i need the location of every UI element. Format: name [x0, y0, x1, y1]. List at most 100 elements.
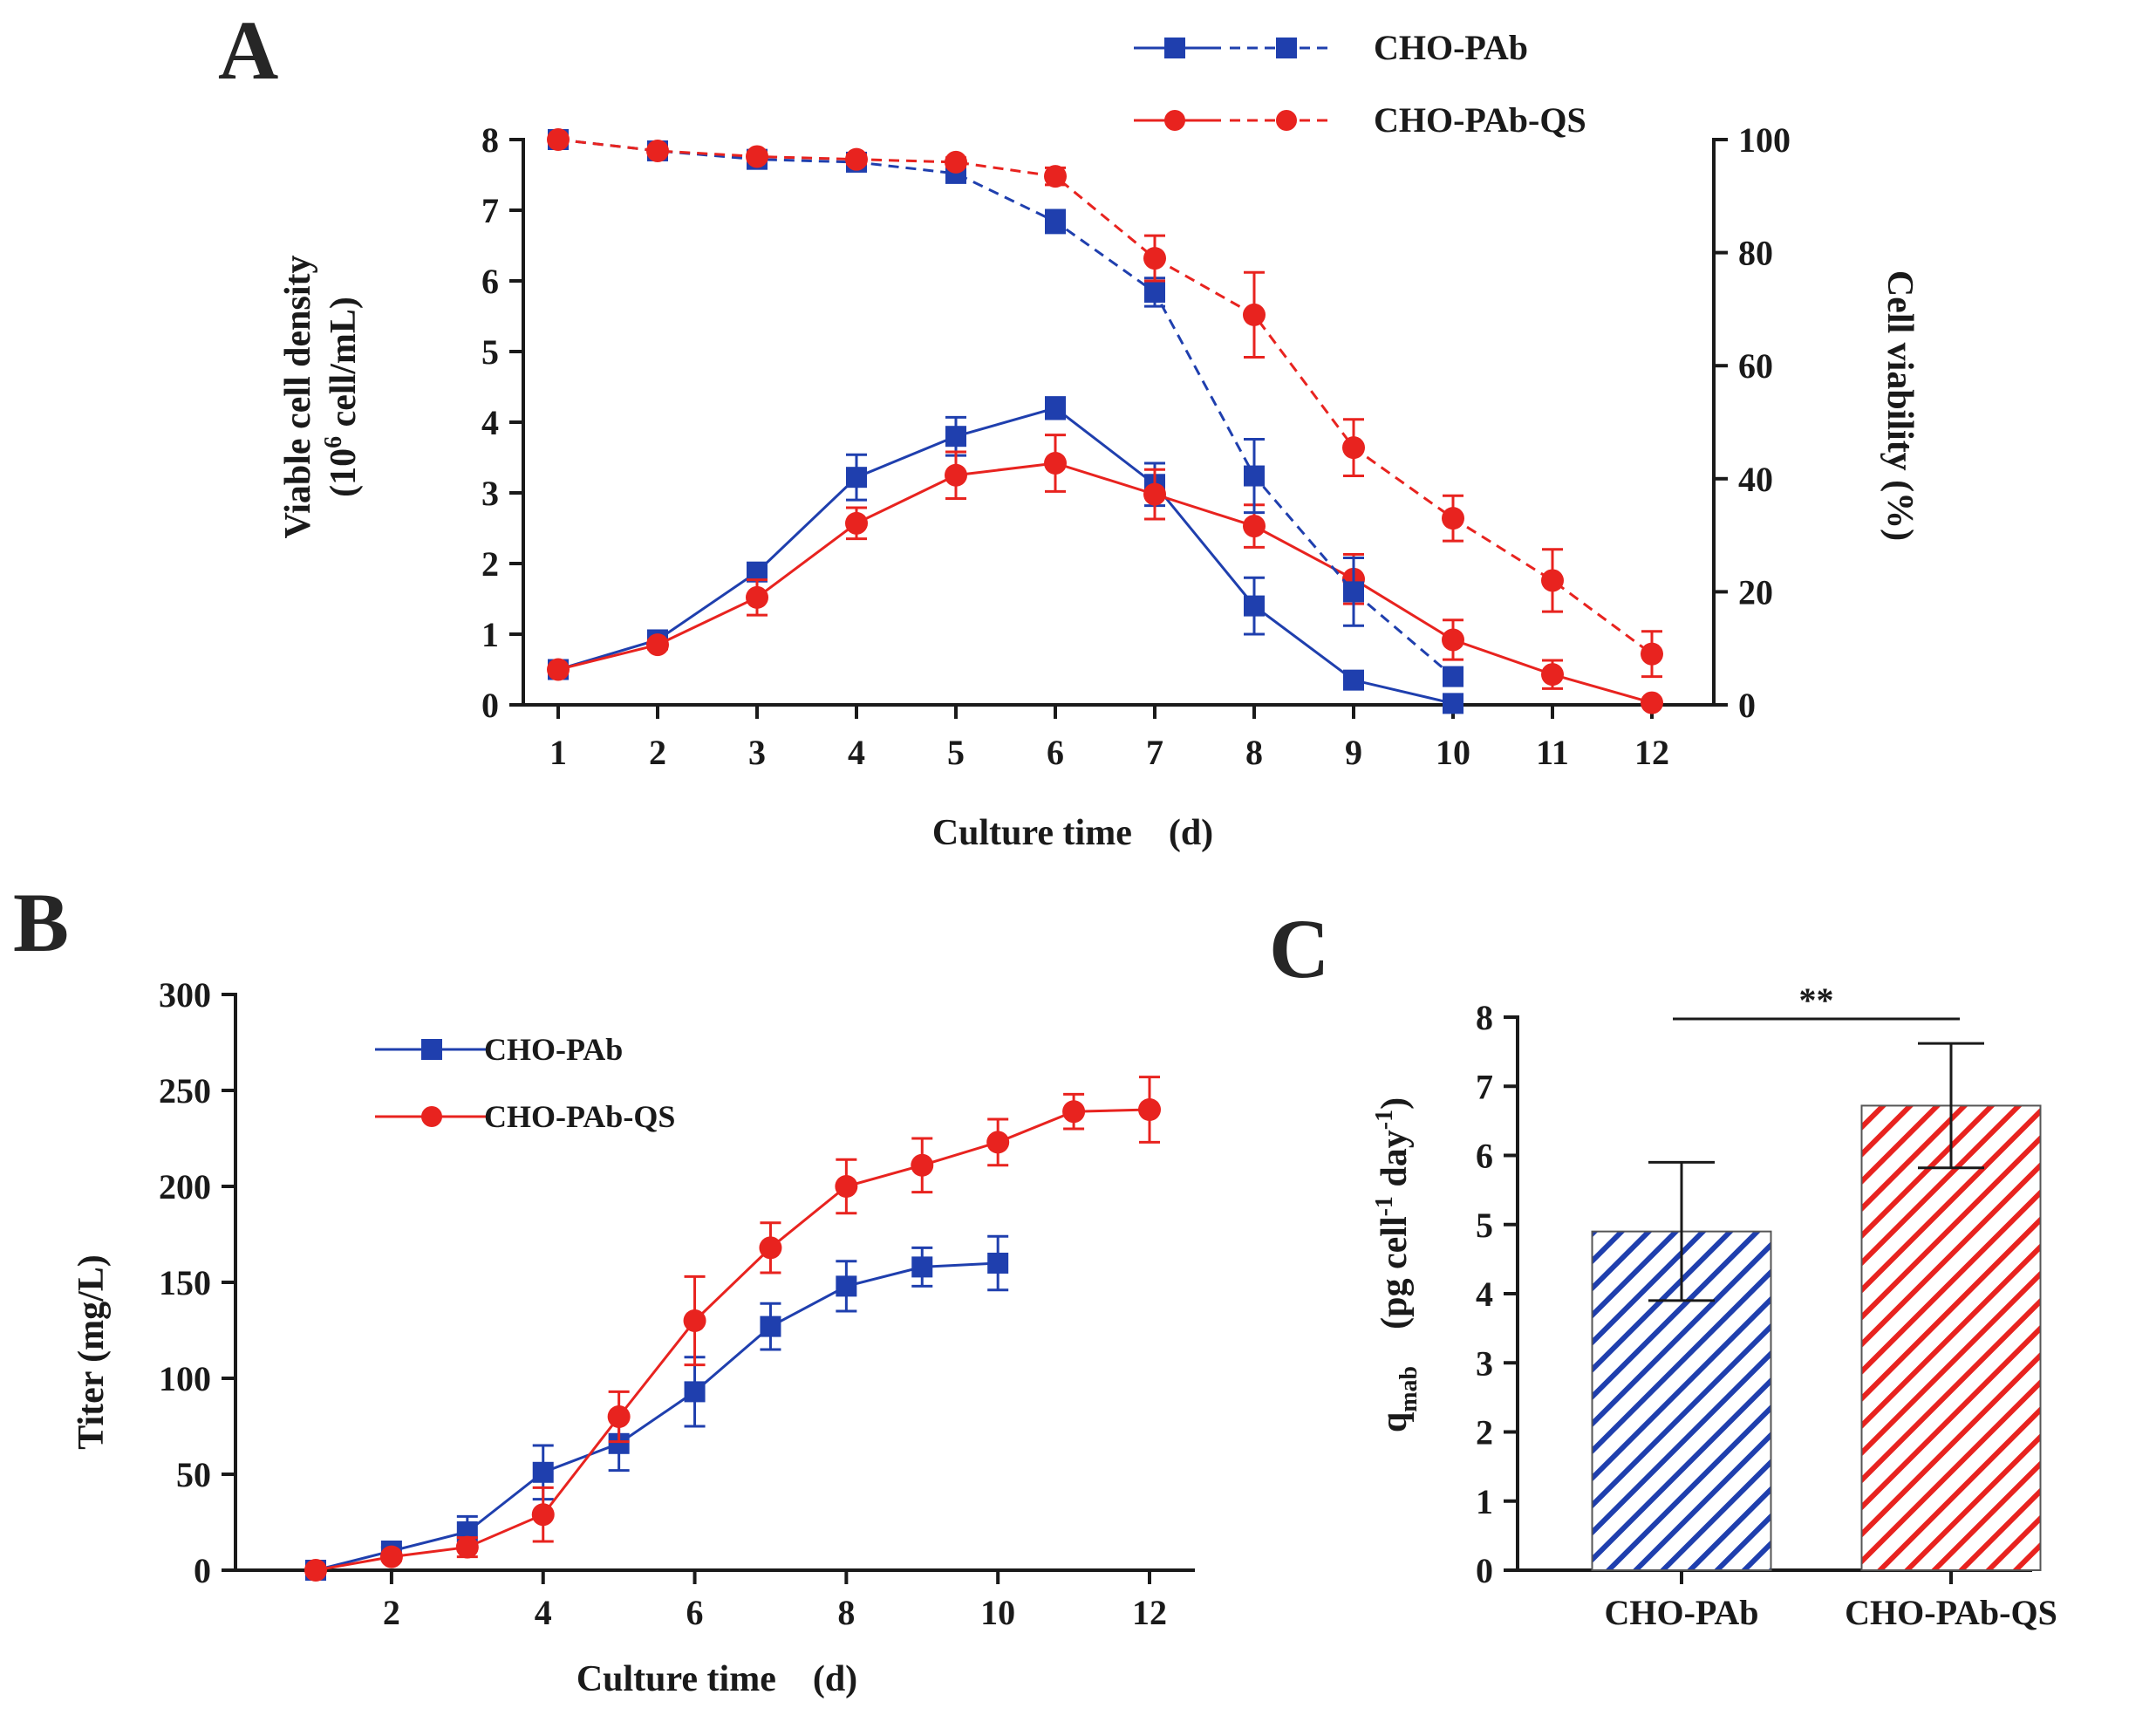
panel-a-data-point — [1442, 628, 1464, 652]
panel-b-data-point — [683, 1309, 706, 1332]
panel-c-bar-group-0 — [1591, 1160, 1772, 1572]
panel-b-xtick-label: 4 — [535, 1593, 552, 1632]
panel-b-series-0 — [305, 1234, 1009, 1581]
panel-a-ytick-right-label: 40 — [1738, 460, 1773, 499]
legend-b-label-cho-pab-qs: CHO-PAb-QS — [484, 1099, 675, 1134]
panel-a-data-point — [846, 467, 867, 489]
panel-a-ylabel-right: Cell viability (%) — [1880, 270, 1920, 541]
panel-b-data-point — [531, 1503, 555, 1527]
panel-a-data-point — [1045, 397, 1066, 419]
panel-c-error-bar — [1918, 1042, 1984, 1170]
panel-b-ytick-label: 150 — [159, 1263, 211, 1302]
panel-a-data-point — [945, 463, 967, 487]
legend-a-label-cho-pab-qs: CHO-PAb-QS — [1374, 100, 1586, 140]
panel-a-xtick-label: 3 — [748, 733, 766, 772]
panel-a-ytick-left-label: 4 — [481, 403, 499, 442]
panel-b-data-point — [986, 1131, 1010, 1154]
panel-a-xtick-label: 6 — [1047, 733, 1064, 772]
panel-a-ytick-left-label: 7 — [481, 191, 499, 230]
panel-a-data-point — [1044, 165, 1067, 188]
panel-a-data-point — [1243, 303, 1266, 326]
panel-a-data-point — [746, 585, 768, 609]
panel-a-data-point — [1244, 595, 1265, 617]
panel-a-data-point — [945, 150, 967, 174]
panel-b-ytick-label: 50 — [176, 1455, 211, 1494]
panel-a-xtick-label: 4 — [848, 733, 865, 772]
panel-b-series — [304, 1076, 1161, 1582]
panel-a-series-0 — [548, 396, 1463, 714]
legend-b: CHO-PAb CHO-PAb-QS — [375, 1032, 675, 1134]
panel-a-data-point — [1443, 693, 1463, 714]
panel-b: B CHO-PAb CHO-PAb-QS 0 50 100 150 200 250 300 2… — [13, 876, 1195, 1699]
panel-b-xtick-label: 10 — [980, 1593, 1015, 1632]
panel-a-data-point — [1044, 451, 1067, 475]
legend-a-red-circle-marker — [1164, 110, 1185, 131]
panel-a-series-2 — [548, 129, 1463, 687]
ylabel-c-unit-sup2: -1 — [1371, 1110, 1398, 1130]
legend-a-label-cho-pab: CHO-PAb — [1374, 28, 1528, 67]
panel-b-data-point — [1062, 1100, 1086, 1124]
ylabel-c-sub: mab — [1395, 1366, 1423, 1412]
panel-b-ytick-label: 300 — [159, 975, 211, 1015]
panel-a-data-point — [547, 128, 570, 151]
panel-b-data-point — [1138, 1098, 1161, 1121]
panel-a-data-point — [1442, 507, 1464, 530]
panel-a-ytick-left-label: 5 — [481, 332, 499, 372]
panel-b-ytick-label: 100 — [159, 1359, 211, 1398]
panel-c-ytick-label: 3 — [1476, 1343, 1493, 1383]
panel-b-data-point — [760, 1315, 781, 1337]
panel-b-data-point — [684, 1381, 706, 1403]
panel-a-xtick-label: 5 — [947, 733, 965, 772]
legend-a-red-circle-marker-dashed — [1276, 110, 1297, 131]
ylabel-c-unit-a: (pg cell — [1375, 1216, 1415, 1365]
panel-a-series-line — [557, 138, 1454, 678]
panel-b-data-point — [455, 1535, 479, 1559]
panel-c-ytick-label: 4 — [1476, 1274, 1493, 1314]
panel-b-ytick-label: 250 — [159, 1071, 211, 1110]
panel-a-ylabel-left: Viable cell density (106 cell/mL) — [278, 255, 364, 538]
panel-a-ytick-left-label: 8 — [481, 120, 499, 160]
panel-c-ytick-label: 6 — [1476, 1137, 1493, 1176]
legend-b-red-circle-marker — [421, 1106, 442, 1127]
panel-a-ytick-right-label: 100 — [1738, 120, 1791, 160]
panel-b-xtick-label: 8 — [837, 1593, 855, 1632]
panel-a-data-point — [1443, 666, 1463, 687]
panel-a-xlabel: Culture time (d) — [932, 813, 1213, 853]
panel-a-data-point — [1641, 642, 1663, 666]
panel-c-bar — [1860, 1104, 2042, 1571]
panel-c-xtick-label: CHO-PAb — [1604, 1593, 1758, 1632]
panel-b-data-point — [532, 1461, 554, 1483]
panel-a-data-point — [646, 139, 669, 162]
panel-a-data-point — [1144, 281, 1165, 303]
panel-a-data-point — [1641, 691, 1663, 714]
ylabel-c-unit-sup1: -1 — [1371, 1196, 1398, 1216]
panel-b-xtick-label: 6 — [686, 1593, 704, 1632]
panel-b-ytick-label: 200 — [159, 1167, 211, 1206]
panel-c-bars: ** — [1591, 981, 2042, 1572]
panel-a-ytick-right-label: 20 — [1738, 572, 1773, 612]
panel-b-series-line — [315, 1261, 999, 1572]
panel-b-ylabel-text: Titer (mg/L) — [72, 1254, 112, 1450]
panel-a-series-line — [557, 461, 1653, 705]
panel-a-xtick-label: 1 — [549, 733, 567, 772]
panel-c-ytick-label: 0 — [1476, 1551, 1493, 1590]
panel-a-ytick-right-label: 60 — [1738, 346, 1773, 386]
ylabel-left-line2-rest: cell/mL) — [324, 297, 364, 436]
panel-b-ylabel: Titer (mg/L) — [72, 1254, 112, 1450]
panel-b-data-point — [304, 1559, 327, 1582]
panel-b-axes: 0 50 100 150 200 250 300 2 4 6 8 10 12 — [159, 975, 1195, 1632]
panel-a-ytick-right-label: 80 — [1738, 234, 1773, 273]
panel-a-data-point — [1243, 515, 1266, 538]
panel-b-data-point — [379, 1545, 403, 1568]
panel-c-ytick-label: 5 — [1476, 1206, 1493, 1245]
legend-a-blue-square-marker-dashed — [1276, 38, 1297, 58]
panel-c-ylabel-text: qmab (pg cell-1 day-1) — [1371, 1097, 1423, 1432]
panel-b-data-point — [987, 1253, 1009, 1274]
panel-a-xtick-label: 11 — [1536, 733, 1569, 772]
panel-c-xtick-label: CHO-PAb-QS — [1845, 1593, 2057, 1632]
panel-b-data-point — [911, 1153, 934, 1177]
panel-b-data-point — [911, 1256, 933, 1278]
panel-a-series-1 — [547, 434, 1663, 714]
legend-b-blue-square-marker — [421, 1039, 442, 1060]
